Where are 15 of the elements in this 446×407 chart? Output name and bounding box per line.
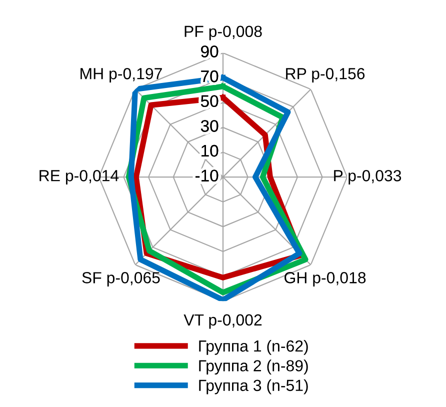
spoke-label: P p-0,033 <box>334 170 402 184</box>
legend-label: Группа 1 (n-62) <box>199 340 308 355</box>
spoke-label: MH p-0,197 <box>80 68 162 82</box>
spoke-label: SF p-0,065 <box>82 272 160 287</box>
spoke-label: RP p-0,156 <box>286 68 365 82</box>
y-tick-label: 90 <box>201 46 218 58</box>
y-tick-label: -10 <box>195 170 218 182</box>
spoke-label: VT p-0,002 <box>184 314 262 329</box>
spoke-label: RE p-0,014 <box>40 170 119 184</box>
y-tick-label: 30 <box>200 120 218 132</box>
legend-label: Группа 2 (n-89) <box>199 360 308 375</box>
spoke-label: PF p-0,008 <box>184 26 262 40</box>
y-tick-label: 10 <box>202 144 218 157</box>
legend-label: Группа 3 (n-51) <box>199 379 308 394</box>
spoke-label: GH p-0,018 <box>284 272 366 287</box>
